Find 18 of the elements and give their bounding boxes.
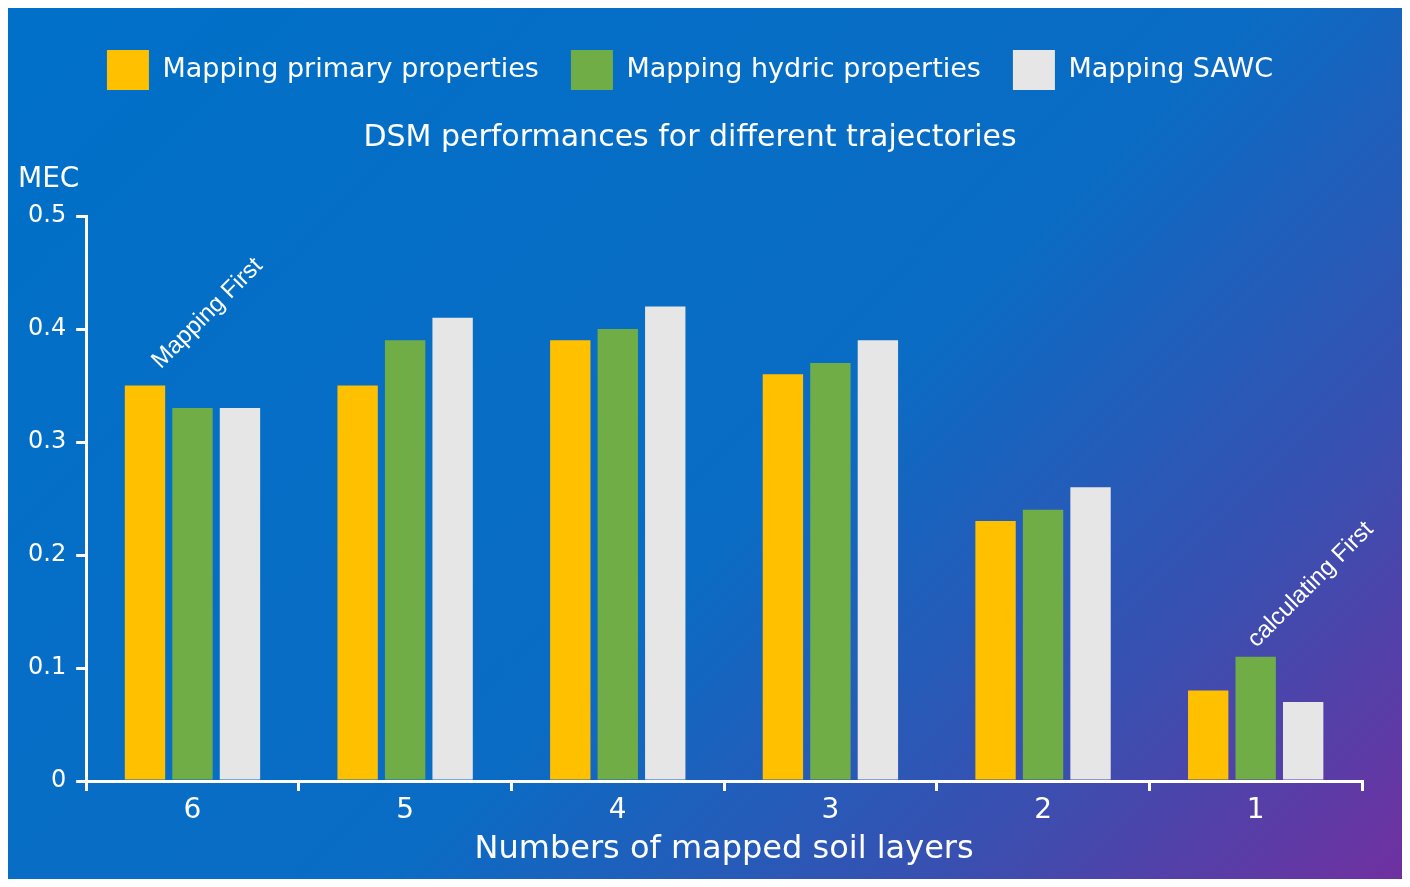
y-tick-label: 0.2 — [28, 539, 67, 568]
legend-label: Mapping primary properties — [162, 52, 539, 84]
y-tick-label: 0.5 — [28, 200, 67, 229]
y-axis-title: MEC — [18, 161, 80, 195]
x-tick-label: 2 — [1034, 792, 1052, 826]
x-tick-label: 4 — [608, 792, 627, 826]
x-tick-label: 1 — [1246, 792, 1265, 826]
x-axis-title: Numbers of mapped soil layers — [474, 828, 974, 867]
x-tick-label: 6 — [183, 792, 202, 826]
y-tick-label: 0.1 — [28, 652, 67, 681]
x-tick-label: 5 — [396, 792, 415, 826]
chart-title: DSM performances for different trajectories — [363, 117, 1017, 153]
legend-label: Mapping hydric properties — [626, 52, 981, 84]
y-tick-label: 0.4 — [28, 313, 67, 342]
x-tick-label: 3 — [821, 792, 840, 826]
y-tick-label: 0 — [50, 765, 67, 794]
y-tick-label: 0.3 — [28, 426, 67, 455]
legend-label: Mapping SAWC — [1068, 52, 1274, 84]
